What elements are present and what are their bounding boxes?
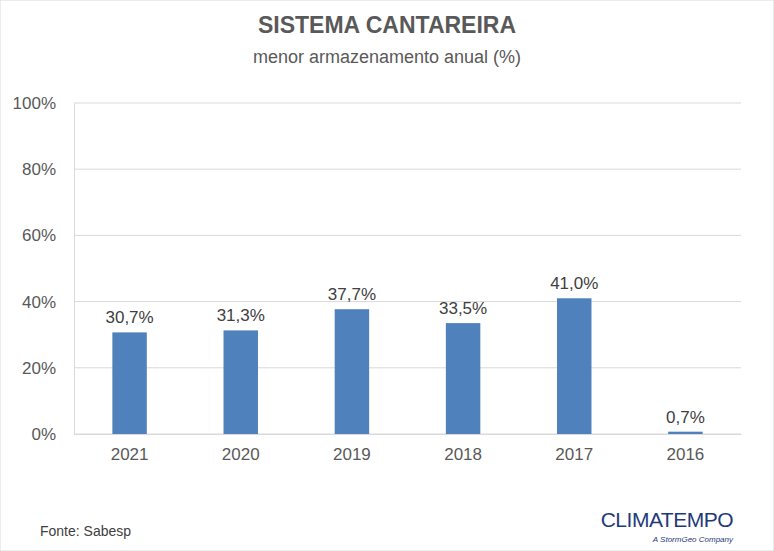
bar	[335, 309, 369, 434]
y-axis-line	[74, 104, 75, 435]
x-tick: 2021	[111, 434, 149, 464]
grid-line	[74, 235, 741, 236]
x-tick: 2018	[444, 434, 482, 464]
grid-line	[74, 103, 741, 104]
y-tick: 0%	[31, 425, 74, 444]
y-tick-label: 100%	[13, 94, 56, 113]
plot: 0%20%40%60%80%100%2021202020192018201720…	[13, 94, 742, 464]
x-tick-label: 2019	[333, 445, 371, 464]
x-tick-label: 2020	[222, 445, 260, 464]
x-axis: 2021 2020 2019 2018 2017 2016	[75, 434, 742, 464]
y-tick-label: 60%	[22, 226, 56, 245]
data-label: 37,7%	[328, 285, 376, 304]
bar	[668, 432, 702, 434]
x-tick: 2020	[222, 434, 260, 464]
data-label: 33,5%	[439, 299, 487, 318]
y-tick-label: 80%	[22, 160, 56, 179]
data-labels: 30,7% 31,3% 37,7% 33,5% 41,0% 0,7%	[105, 274, 704, 426]
x-tick-label: 2018	[444, 445, 482, 464]
bar	[224, 330, 258, 434]
x-tick-label: 2017	[555, 445, 593, 464]
grid-line	[74, 169, 741, 170]
subtitle: menor armazenamento anual (%)	[253, 47, 521, 67]
grid-line	[74, 434, 741, 435]
y-tick: 80%	[22, 160, 74, 179]
y-tick: 60%	[22, 226, 74, 245]
bar	[446, 323, 480, 434]
grid	[74, 103, 741, 434]
background	[0, 0, 774, 551]
x-axis-line	[75, 434, 742, 435]
chart: SISTEMA CANTAREIRA menor armazenamento an…	[0, 0, 774, 551]
source: Fonte: Sabesp	[40, 523, 131, 539]
bar	[557, 298, 591, 434]
x-tick: 2016	[667, 434, 705, 464]
y-tick: 20%	[22, 359, 74, 378]
grid-line	[74, 367, 741, 368]
x-tick: 2017	[555, 434, 593, 464]
bars	[112, 298, 702, 434]
data-label: 31,3%	[217, 306, 265, 325]
data-label: 30,7%	[105, 308, 153, 327]
y-tick-label: 40%	[22, 293, 56, 312]
data-label: 41,0%	[550, 274, 598, 293]
y-tick-label: 20%	[22, 359, 56, 378]
y-axis: 0% 20% 40% 60% 80% 100%	[13, 94, 75, 444]
x-tick: 2019	[333, 434, 371, 464]
y-tick-label: 0%	[31, 425, 56, 444]
x-tick-label: 2016	[667, 445, 705, 464]
logo-subtitle: A StormGeo Company	[652, 535, 734, 544]
logo: CLIMATEMPO	[601, 508, 733, 531]
x-tick-label: 2021	[111, 445, 149, 464]
data-label: 0,7%	[666, 408, 705, 427]
title: SISTEMA CANTAREIRA	[258, 12, 516, 38]
y-tick: 100%	[13, 94, 74, 113]
bar	[112, 332, 146, 434]
y-tick: 40%	[22, 293, 74, 312]
grid-line	[74, 301, 741, 302]
